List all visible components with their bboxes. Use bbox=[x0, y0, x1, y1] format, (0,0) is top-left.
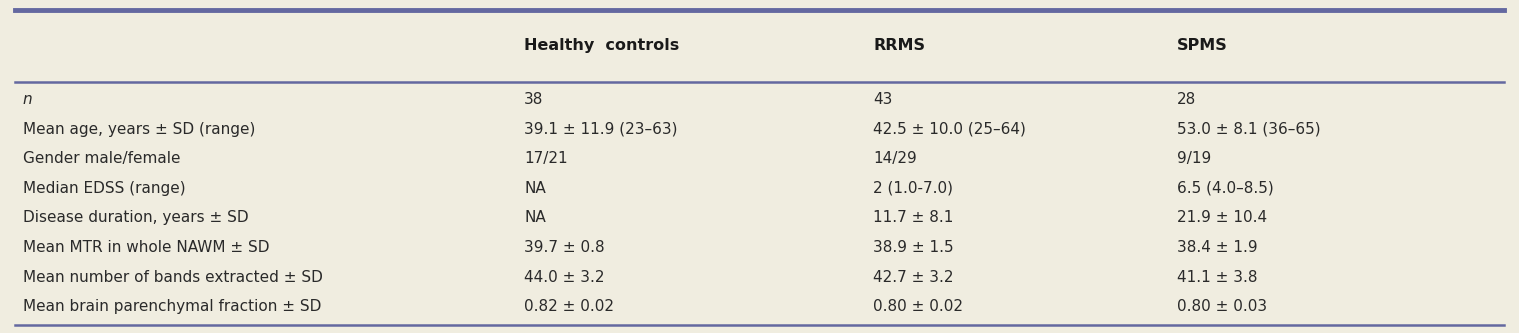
Text: Disease duration, years ± SD: Disease duration, years ± SD bbox=[23, 210, 249, 225]
Text: NA: NA bbox=[524, 210, 545, 225]
Text: Mean number of bands extracted ± SD: Mean number of bands extracted ± SD bbox=[23, 269, 322, 284]
Text: 0.80 ± 0.03: 0.80 ± 0.03 bbox=[1177, 299, 1267, 314]
Text: 42.7 ± 3.2: 42.7 ± 3.2 bbox=[873, 269, 954, 284]
Text: 41.1 ± 3.8: 41.1 ± 3.8 bbox=[1177, 269, 1258, 284]
Text: RRMS: RRMS bbox=[873, 38, 925, 53]
Text: Healthy  controls: Healthy controls bbox=[524, 38, 679, 53]
Text: 43: 43 bbox=[873, 92, 893, 107]
Text: 44.0 ± 3.2: 44.0 ± 3.2 bbox=[524, 269, 605, 284]
Text: 14/29: 14/29 bbox=[873, 151, 917, 166]
Text: 9/19: 9/19 bbox=[1177, 151, 1212, 166]
Text: Mean brain parenchymal fraction ± SD: Mean brain parenchymal fraction ± SD bbox=[23, 299, 321, 314]
Text: 21.9 ± 10.4: 21.9 ± 10.4 bbox=[1177, 210, 1267, 225]
Text: 6.5 (4.0–8.5): 6.5 (4.0–8.5) bbox=[1177, 181, 1274, 196]
Text: Mean MTR in whole NAWM ± SD: Mean MTR in whole NAWM ± SD bbox=[23, 240, 269, 255]
Text: SPMS: SPMS bbox=[1177, 38, 1227, 53]
Text: Gender male/female: Gender male/female bbox=[23, 151, 181, 166]
Text: n: n bbox=[23, 92, 32, 107]
Text: Mean age, years ± SD (range): Mean age, years ± SD (range) bbox=[23, 122, 255, 137]
Text: 53.0 ± 8.1 (36–65): 53.0 ± 8.1 (36–65) bbox=[1177, 122, 1322, 137]
Text: 11.7 ± 8.1: 11.7 ± 8.1 bbox=[873, 210, 954, 225]
Text: 38.9 ± 1.5: 38.9 ± 1.5 bbox=[873, 240, 954, 255]
Text: NA: NA bbox=[524, 181, 545, 196]
Text: 39.7 ± 0.8: 39.7 ± 0.8 bbox=[524, 240, 605, 255]
Text: 0.80 ± 0.02: 0.80 ± 0.02 bbox=[873, 299, 963, 314]
Text: 38.4 ± 1.9: 38.4 ± 1.9 bbox=[1177, 240, 1258, 255]
Text: 42.5 ± 10.0 (25–64): 42.5 ± 10.0 (25–64) bbox=[873, 122, 1027, 137]
Text: 17/21: 17/21 bbox=[524, 151, 568, 166]
Text: 39.1 ± 11.9 (23–63): 39.1 ± 11.9 (23–63) bbox=[524, 122, 677, 137]
Text: Median EDSS (range): Median EDSS (range) bbox=[23, 181, 185, 196]
Text: 2 (1.0-7.0): 2 (1.0-7.0) bbox=[873, 181, 954, 196]
Text: 28: 28 bbox=[1177, 92, 1197, 107]
Text: 38: 38 bbox=[524, 92, 544, 107]
Text: 0.82 ± 0.02: 0.82 ± 0.02 bbox=[524, 299, 614, 314]
